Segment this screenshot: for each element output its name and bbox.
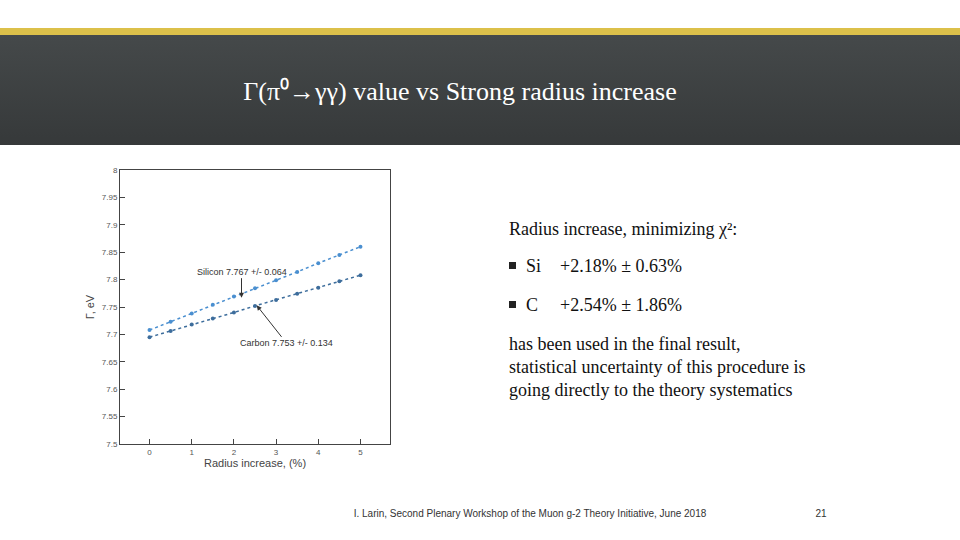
svg-text:1: 1: [189, 448, 194, 457]
svg-text:7.5: 7.5: [106, 440, 118, 449]
svg-text:7.9: 7.9: [106, 221, 118, 230]
svg-text:0: 0: [147, 448, 152, 457]
svg-text:7.8: 7.8: [106, 275, 118, 284]
html-text:C: C: [526, 295, 538, 315]
svg-text:Γ, eV: Γ, eV: [84, 294, 96, 319]
svg-text:Silicon 7.767 +/- 0.064: Silicon 7.767 +/- 0.064: [197, 267, 287, 277]
html-text:Si: Si: [526, 256, 541, 276]
svg-text:7.85: 7.85: [102, 248, 118, 257]
svg-text:Carbon 7.753 +/- 0.134: Carbon 7.753 +/- 0.134: [240, 338, 333, 348]
svg-text:8: 8: [113, 166, 118, 175]
svg-text:7.55: 7.55: [102, 412, 118, 421]
svg-text:5: 5: [358, 448, 363, 457]
html-text:statistical uncertainty of thi: statistical uncertainty of this procedur…: [509, 357, 806, 377]
svg-text:7.65: 7.65: [102, 358, 118, 367]
html-text:Radius increase, minimizing χ²: Radius increase, minimizing χ²:: [509, 219, 738, 239]
svg-text:7.75: 7.75: [102, 303, 118, 312]
svg-text:7.95: 7.95: [102, 193, 118, 202]
svg-text:7.7: 7.7: [106, 330, 118, 339]
html-text:21: 21: [815, 508, 827, 519]
html-text:+2.54% ± 1.86%: +2.54% ± 1.86%: [560, 295, 682, 315]
html-text:has been used in the final res: has been used in the final result,: [509, 334, 741, 354]
html-text:Γ(π⁰→γγ) value vs Strong radiu: Γ(π⁰→γγ) value vs Strong radius increase: [243, 77, 677, 106]
html-text:+2.18% ± 0.63%: +2.18% ± 0.63%: [560, 256, 682, 276]
html-text:I. Larin, Second Plenary Works: I. Larin, Second Plenary Workshop of the…: [353, 508, 707, 519]
html-text:going directly to the theory s: going directly to the theory systematics: [509, 380, 793, 400]
svg-text:4: 4: [316, 448, 321, 457]
svg-text:7.6: 7.6: [106, 385, 118, 394]
svg-text:2: 2: [232, 448, 237, 457]
svg-text:3: 3: [274, 448, 279, 457]
svg-text:Radius increase, (%): Radius increase, (%): [204, 457, 306, 469]
